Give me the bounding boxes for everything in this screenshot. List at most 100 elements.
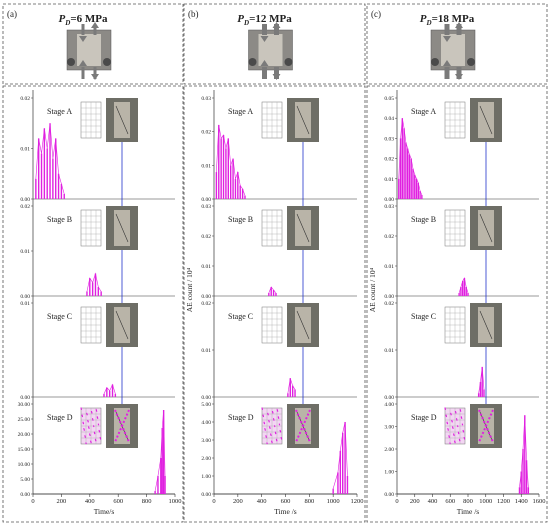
y-tick-label: 5.00 — [20, 477, 30, 483]
y-tick-label: 5.00 — [201, 402, 211, 408]
y-tick-label: 0.02 — [384, 157, 394, 163]
x-tick-label: 800 — [463, 498, 473, 505]
y-tick-label: 20.00 — [18, 432, 31, 438]
y-tick-label: 0.01 — [20, 301, 30, 307]
y-tick-label: 0.01 — [201, 348, 211, 354]
y-tick-label: 1.00 — [201, 474, 211, 480]
specimen-photo — [287, 98, 319, 142]
y-tick-label: 3.00 — [384, 425, 394, 431]
x-tick-label: 1200 — [497, 498, 510, 505]
ae-trace — [268, 286, 277, 294]
wireframe-cylinder — [80, 407, 102, 445]
y-tick-label: 10.00 — [18, 462, 31, 468]
specimen-photo — [106, 303, 138, 347]
x-tick-label: 1000 — [479, 498, 492, 505]
y-tick-label: 2.00 — [201, 456, 211, 462]
x-tick-label: 1400 — [515, 498, 528, 505]
stage-label: Stage B — [47, 215, 72, 224]
y-tick-label: 0.02 — [201, 130, 211, 136]
x-tick-label: 600 — [445, 498, 455, 505]
x-tick-label: 1000 — [327, 498, 340, 505]
pressure-label: PD=18 MPa — [420, 13, 475, 27]
stage-label: Stage B — [411, 215, 436, 224]
y-tick-label: 0.04 — [384, 116, 394, 122]
stage-b: 0.00 0.01 0.02 0.03 Stage B — [201, 204, 357, 309]
ae-trace — [154, 409, 166, 492]
specimen-photo — [470, 404, 502, 448]
y-tick-label: 0.02 — [20, 204, 30, 210]
wireframe-cylinder — [261, 101, 283, 139]
stage-d: 0.00 1.00 2.00 3.00 4.00 Stage D — [384, 402, 539, 498]
y-tick-label: 0.00 — [201, 395, 211, 401]
specimen-photo — [470, 98, 502, 142]
x-tick-label: 800 — [142, 498, 152, 505]
wireframe-cylinder — [261, 209, 283, 247]
stage-label: Stage C — [411, 312, 436, 321]
y-tick-label: 0.03 — [384, 136, 394, 142]
y-tick-label: 0.00 — [20, 294, 30, 300]
y-tick-label: 0.00 — [201, 492, 211, 498]
y-tick-label: 0.02 — [384, 301, 394, 307]
x-axis-label: Time/s — [94, 507, 115, 516]
loading-frame-picture — [248, 22, 293, 80]
y-tick-label: 0.01 — [384, 264, 394, 270]
wireframe-cylinder — [261, 407, 283, 445]
stage-b: 0.00 0.01 0.02 0.03 Stage B — [384, 204, 539, 309]
stage-d: 0.00 1.00 2.00 3.00 4.00 5.00 Stage D — [201, 402, 357, 498]
panel-tag: (b) — [188, 9, 199, 19]
y-tick-label: 0.00 — [384, 395, 394, 401]
x-tick-label: 1000 — [169, 498, 182, 505]
stage-a: 0.00 0.01 0.02 Stage A — [20, 96, 175, 212]
x-axis-label: Time /s — [457, 507, 480, 516]
ae-trace — [216, 124, 246, 196]
ae-trace — [458, 277, 469, 294]
specimen-photo — [287, 303, 319, 347]
chart-box — [183, 85, 366, 523]
specimen-photo — [106, 404, 138, 448]
stage-d: 0.00 5.00 10.00 15.00 20.00 25.00 30.00 Stage D — [18, 402, 175, 498]
y-tick-label: 30.00 — [18, 402, 31, 408]
x-tick-label: 200 — [57, 498, 67, 505]
ae-trace — [103, 383, 116, 394]
y-tick-label: 0.05 — [384, 96, 394, 102]
y-tick-label: 0.00 — [384, 197, 394, 203]
y-tick-label: 0.01 — [384, 177, 394, 183]
specimen-photo — [470, 206, 502, 250]
x-tick-label: 400 — [428, 498, 438, 505]
y-tick-label: 0.02 — [384, 234, 394, 240]
y-tick-label: 0.00 — [384, 492, 394, 498]
stage-c: 0.00 0.01 0.02 Stage C — [384, 301, 539, 410]
panel-3: (c) PD=18 MPa 0 200 400 600 800 1000 1200 1400 160… — [366, 3, 548, 523]
specimen-photo — [287, 206, 319, 250]
wireframe-cylinder — [444, 407, 466, 445]
wireframe-cylinder — [444, 306, 466, 344]
ae-trace — [332, 421, 348, 489]
wireframe-cylinder — [444, 209, 466, 247]
stage-label: Stage A — [47, 107, 72, 116]
specimen-photo — [106, 98, 138, 142]
y-tick-label: 0.00 — [201, 294, 211, 300]
y-tick-label: 4.00 — [384, 402, 394, 408]
x-tick-label: 400 — [257, 498, 267, 505]
stage-label: Stage D — [47, 413, 73, 422]
ae-trace — [398, 118, 423, 196]
pressure-label: PD=12 MPa — [237, 13, 292, 27]
y-tick-label: 0.00 — [384, 294, 394, 300]
wireframe-cylinder — [80, 209, 102, 247]
stage-label: Stage C — [47, 312, 72, 321]
ae-trace — [86, 272, 102, 292]
x-tick-label: 0 — [395, 498, 398, 505]
x-tick-label: 200 — [233, 498, 243, 505]
chart-box — [366, 85, 548, 523]
x-tick-label: 600 — [113, 498, 123, 505]
y-tick-label: 0.03 — [201, 96, 211, 102]
stage-c: 0.00 0.01 0.02 Stage C — [201, 301, 357, 410]
y-tick-label: 0.01 — [384, 348, 394, 354]
stage-label: Stage B — [228, 215, 253, 224]
stage-c: 0.00 0.01 Stage C — [20, 301, 175, 410]
y-axis-label: AE count / 10⁴ — [185, 267, 194, 312]
wireframe-cylinder — [261, 306, 283, 344]
panel-2: (b) PD=12 MPa 0 200 400 600 800 1000 1200 Time /s… — [183, 3, 366, 523]
stage-b: 0.000.01 0.02 Stage B — [20, 204, 175, 309]
